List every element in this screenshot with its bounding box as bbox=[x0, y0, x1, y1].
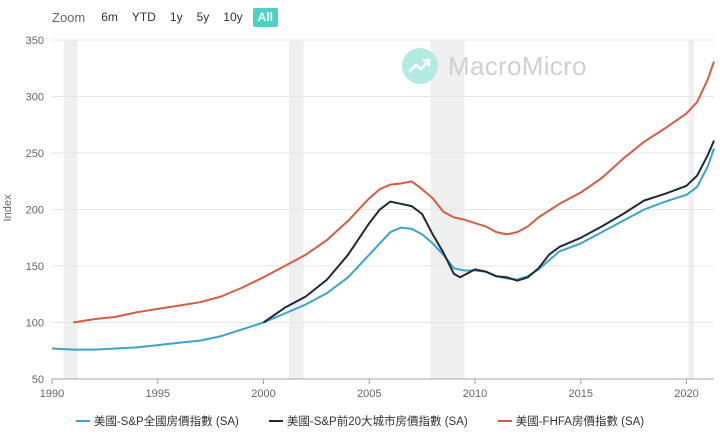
series-line-sp-20-city bbox=[262, 140, 715, 324]
x-tick-label: 2000 bbox=[251, 388, 275, 400]
x-tick-label: 2005 bbox=[357, 388, 381, 400]
x-tick-label: 1995 bbox=[146, 388, 170, 400]
series-line-fhfa bbox=[73, 61, 715, 324]
macromicro-logo-icon bbox=[402, 48, 438, 84]
x-axis-ticks: 1990 1995 2000 2005 2010 2015 2020 bbox=[40, 379, 699, 400]
zoom-1y-button[interactable]: 1y bbox=[169, 9, 183, 24]
y-tick-label: 50 bbox=[32, 374, 44, 386]
zoom-5y-button[interactable]: 5y bbox=[196, 9, 210, 24]
y-axis-ticks: 50 100 150 200 250 300 350 bbox=[26, 35, 44, 386]
zoom-toolbar: Zoom 6m YTD 1y 5y 10y All bbox=[52, 7, 284, 27]
legend-item-sp-national[interactable]: 美國-S&P全國房價指數 (SA) bbox=[75, 413, 239, 429]
zoom-ytd-button[interactable]: YTD bbox=[131, 9, 156, 24]
zoom-10y-button[interactable]: 10y bbox=[223, 9, 243, 24]
y-tick-label: 200 bbox=[26, 205, 44, 217]
y-axis-label: Index bbox=[2, 194, 14, 221]
legend-item-sp-20-city[interactable]: 美國-S&P前20大城市房價指數 (SA) bbox=[268, 413, 468, 429]
legend-swatch bbox=[497, 420, 512, 422]
x-tick-label: 2015 bbox=[569, 388, 593, 400]
y-tick-label: 150 bbox=[26, 261, 44, 273]
series-lines bbox=[51, 61, 715, 351]
x-tick-label: 2010 bbox=[463, 388, 487, 400]
gridlines bbox=[52, 39, 714, 380]
y-tick-label: 100 bbox=[26, 318, 44, 330]
y-tick-label: 300 bbox=[26, 92, 44, 104]
watermark: MacroMicro bbox=[402, 48, 587, 84]
legend-item-fhfa[interactable]: 美國-FHFA房價指數 (SA) bbox=[497, 413, 645, 429]
legend-label: 美國-FHFA房價指數 (SA) bbox=[515, 416, 645, 428]
watermark-text: MacroMicro bbox=[448, 50, 587, 81]
zoom-label: Zoom bbox=[52, 9, 86, 25]
x-tick-label: 1990 bbox=[40, 388, 64, 400]
y-tick-label: 250 bbox=[26, 148, 44, 160]
zoom-all-button[interactable]: All bbox=[252, 7, 278, 27]
legend-label: 美國-S&P前20大城市房價指數 (SA) bbox=[286, 416, 468, 428]
legend-swatch bbox=[75, 420, 90, 422]
series-line-sp-national bbox=[51, 148, 715, 351]
y-tick-label: 350 bbox=[26, 35, 44, 47]
legend-label: 美國-S&P全國房價指數 (SA) bbox=[93, 416, 239, 428]
x-tick-label: 2020 bbox=[674, 388, 698, 400]
legend-swatch bbox=[268, 420, 283, 422]
zoom-6m-button[interactable]: 6m bbox=[101, 9, 118, 24]
chart-legend: 美國-S&P全國房價指數 (SA) 美國-S&P前20大城市房價指數 (SA) … bbox=[0, 413, 720, 429]
